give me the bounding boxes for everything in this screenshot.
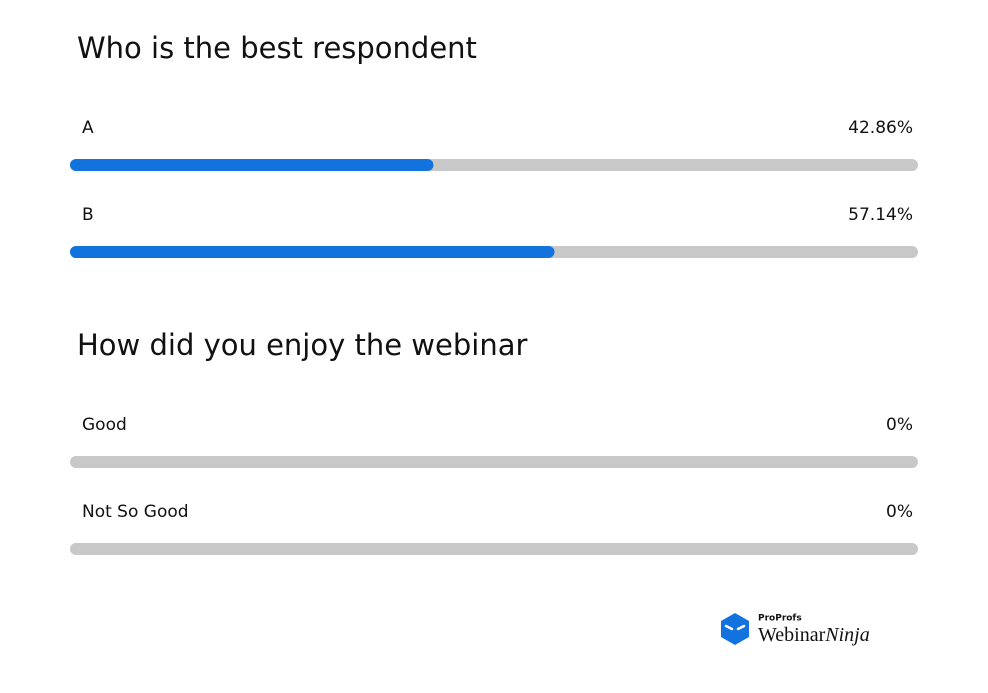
- bar-track: [70, 456, 918, 468]
- poll-question: How did you enjoy the webinar: [77, 328, 527, 362]
- logo-eyes: [724, 624, 746, 631]
- option-label: A: [82, 118, 94, 138]
- logo: ProProfs WebinarNinja: [721, 613, 870, 646]
- bar-fill: [70, 246, 555, 258]
- option-percent: 0%: [886, 502, 913, 522]
- option-label: B: [82, 205, 94, 225]
- logo-name: WebinarNinja: [758, 624, 870, 646]
- logo-brand: ProProfs: [758, 614, 802, 624]
- option-percent: 57.14%: [848, 205, 913, 225]
- option-percent: 0%: [886, 415, 913, 435]
- option-label: Good: [82, 415, 127, 435]
- bar-fill: [70, 159, 434, 171]
- logo-icon: [721, 613, 749, 645]
- bar-track: [70, 543, 918, 555]
- logo-name-italic: Ninja: [824, 624, 869, 646]
- option-percent: 42.86%: [848, 118, 913, 138]
- poll-question: Who is the best respondent: [77, 31, 477, 65]
- option-label: Not So Good: [82, 502, 189, 522]
- logo-name-main: Webinar: [758, 624, 826, 646]
